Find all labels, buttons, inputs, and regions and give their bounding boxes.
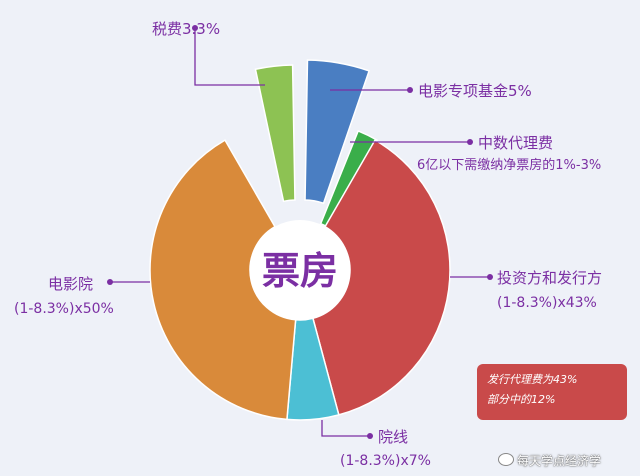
center-label: 票房 [262, 249, 338, 293]
label-cinema-sub: (1-8.3%)x50% [14, 301, 114, 317]
label-agency-sub: 6亿以下需缴纳净票房的1%-3% [417, 157, 601, 173]
pie-slice-1 [254, 64, 296, 203]
label-investor-sub: (1-8.3%)x43% [497, 295, 597, 311]
label-chain-title: 院线 [378, 428, 408, 446]
label-fund: 电影专项基金5% [418, 82, 532, 100]
annotation-line-2: 部分中的12% [487, 393, 556, 406]
pie-slice-2 [304, 59, 371, 205]
label-cinema-title: 电影院 [48, 275, 93, 293]
watermark: 每天学点经济学 [498, 452, 601, 469]
leader-lines [110, 28, 490, 437]
leader-dots [107, 25, 493, 439]
pie-slice-6 [149, 139, 297, 421]
leader-tax [194, 28, 265, 86]
watermark-text: 每天学点经济学 [517, 454, 602, 468]
label-tax: 税费3.3% [152, 20, 220, 38]
annotation-line-1: 发行代理费为43% [487, 373, 578, 386]
annotation-box: 发行代理费为43% 部分中的12% [477, 364, 627, 420]
label-investor-title: 投资方和发行方 [497, 269, 602, 287]
pie-center-hole [250, 220, 350, 320]
label-chain-sub: (1-8.3%)x7% [340, 453, 431, 469]
weibo-icon [498, 453, 514, 466]
label-agency-title: 中数代理费 [478, 134, 553, 152]
leader-chain [321, 420, 370, 437]
